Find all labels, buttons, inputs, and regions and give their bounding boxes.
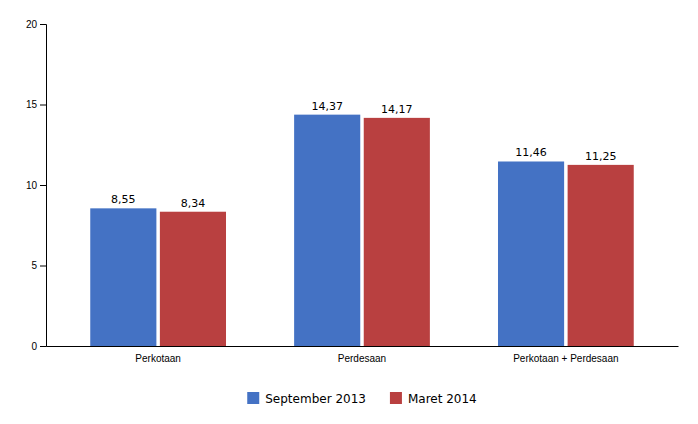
data-label: 11,46 — [515, 146, 547, 159]
data-label: 11,25 — [585, 150, 617, 163]
legend-label: September 2013 — [265, 392, 366, 406]
x-tick: Perdesaan — [338, 353, 386, 364]
y-tick: 0 — [31, 341, 46, 352]
bar — [498, 161, 564, 346]
y-tick: 20 — [26, 19, 46, 30]
y-tick: 15 — [26, 99, 46, 110]
bar-series — [160, 118, 634, 346]
tick-mark — [40, 266, 46, 267]
axis-line — [47, 346, 679, 347]
x-tick: Perkotaan — [135, 353, 181, 364]
tick-label: Perdesaan — [338, 353, 386, 364]
bar — [568, 165, 634, 346]
x-axis: Perkotaan Perdesaan Perkotaan + Perdesaan — [47, 347, 679, 365]
axis-line — [40, 25, 47, 347]
legend: September 2013 Maret 2014 — [247, 392, 477, 406]
data-label: 8,55 — [111, 193, 136, 206]
tick-label: 10 — [26, 180, 38, 191]
data-label: 8,34 — [181, 197, 206, 210]
bar-series — [90, 115, 564, 346]
legend-item: September 2013 — [247, 392, 366, 406]
bars — [90, 115, 633, 346]
tick-label: 5 — [31, 260, 37, 271]
chart: 0 5 10 15 20 Perkotaan Perdesaan Perkotaan + Pe… — [0, 0, 698, 424]
bar — [90, 208, 156, 346]
data-label: 14,37 — [311, 100, 343, 113]
legend-swatch — [390, 392, 402, 404]
data-labels: 8,55 14,37 11,46 8,34 14,17 11,25 — [111, 100, 616, 210]
tick-mark — [40, 346, 46, 347]
data-label: 14,17 — [381, 103, 413, 116]
bar — [294, 115, 360, 346]
tick-label: 20 — [26, 19, 38, 30]
tick-mark — [40, 185, 46, 186]
plot: 0 5 10 15 20 Perkotaan Perdesaan Perkotaan + Pe… — [26, 19, 679, 364]
x-tick: Perkotaan + Perdesaan — [513, 353, 618, 364]
y-axis: 0 5 10 15 20 — [26, 19, 47, 352]
tick-label: 15 — [26, 99, 38, 110]
tick-label: Perkotaan — [135, 353, 181, 364]
legend-label: Maret 2014 — [408, 392, 477, 406]
bar — [364, 118, 430, 346]
legend-item: Maret 2014 — [390, 392, 477, 406]
tick-label: 0 — [31, 341, 37, 352]
legend-swatch — [247, 392, 259, 404]
bar — [160, 212, 226, 346]
tick-mark — [40, 24, 46, 25]
y-tick: 10 — [26, 180, 46, 191]
tick-mark — [40, 105, 46, 106]
y-tick: 5 — [31, 260, 46, 271]
tick-label: Perkotaan + Perdesaan — [513, 353, 618, 364]
